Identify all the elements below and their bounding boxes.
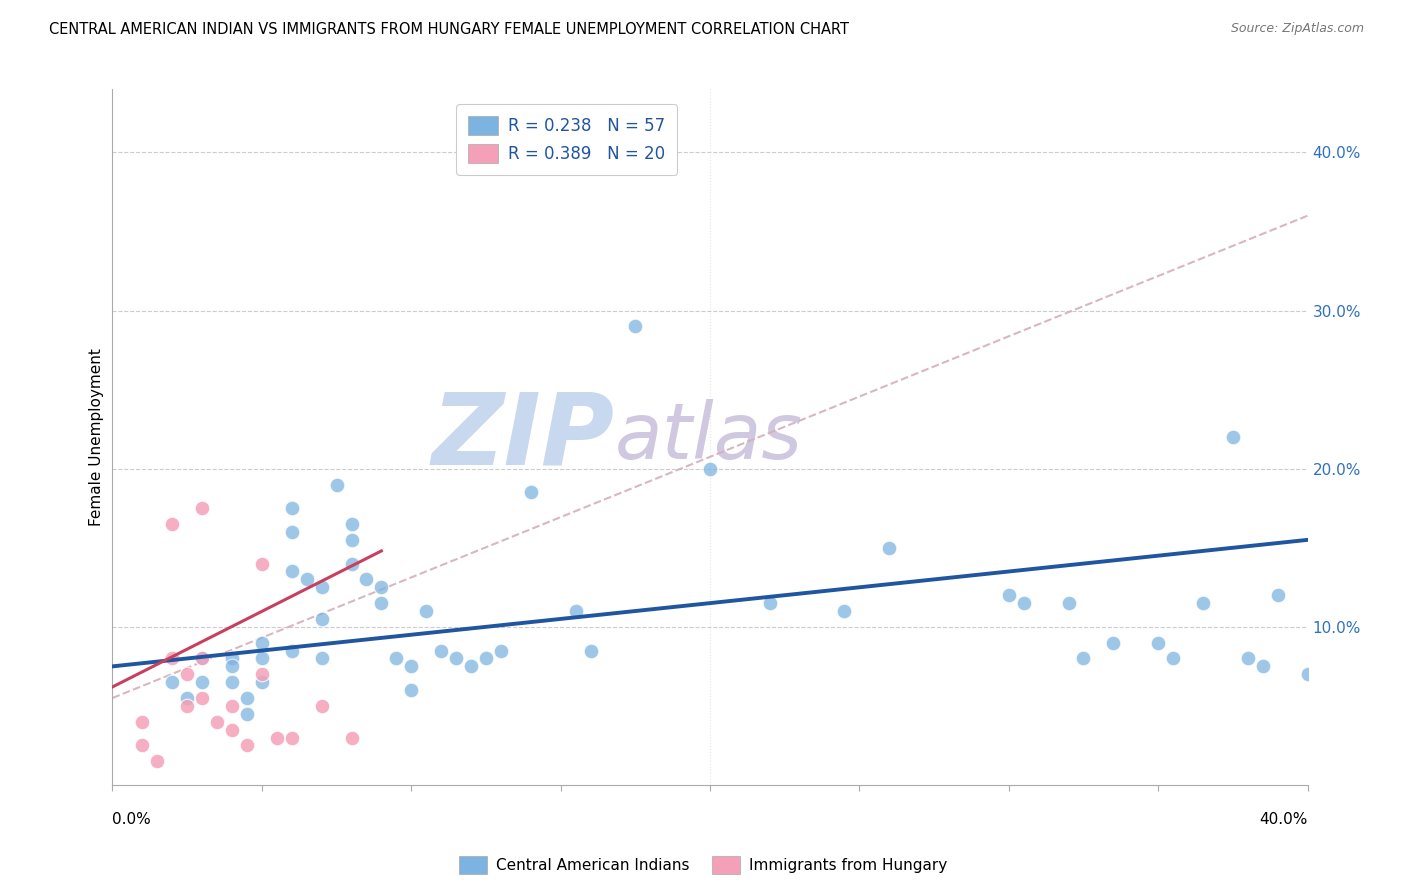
Point bbox=[221, 723, 243, 737]
Point bbox=[236, 706, 259, 721]
Point bbox=[281, 731, 304, 745]
Point bbox=[295, 573, 318, 587]
Point bbox=[759, 596, 782, 610]
Point bbox=[564, 604, 586, 618]
Point bbox=[1296, 667, 1319, 681]
Point bbox=[281, 524, 304, 539]
Point bbox=[1237, 651, 1260, 665]
Point bbox=[475, 651, 498, 665]
Point bbox=[250, 675, 273, 690]
Point bbox=[162, 651, 183, 665]
Point bbox=[311, 698, 333, 713]
Point bbox=[1161, 651, 1184, 665]
Point bbox=[340, 731, 363, 745]
Point bbox=[834, 604, 856, 618]
Y-axis label: Female Unemployment: Female Unemployment bbox=[89, 348, 104, 526]
Point bbox=[221, 698, 243, 713]
Point bbox=[460, 659, 482, 673]
Point bbox=[281, 501, 304, 516]
Point bbox=[998, 588, 1021, 602]
Point bbox=[340, 516, 363, 531]
Point bbox=[205, 714, 228, 729]
Text: CENTRAL AMERICAN INDIAN VS IMMIGRANTS FROM HUNGARY FEMALE UNEMPLOYMENT CORRELATI: CENTRAL AMERICAN INDIAN VS IMMIGRANTS FR… bbox=[49, 22, 849, 37]
Point bbox=[877, 541, 901, 555]
Point bbox=[250, 635, 273, 649]
Point bbox=[699, 461, 721, 475]
Legend: R = 0.238   N = 57, R = 0.389   N = 20: R = 0.238 N = 57, R = 0.389 N = 20 bbox=[457, 104, 676, 175]
Point bbox=[162, 516, 183, 531]
Point bbox=[191, 501, 214, 516]
Point bbox=[430, 643, 453, 657]
Point bbox=[401, 659, 423, 673]
Point bbox=[176, 698, 198, 713]
Point bbox=[311, 580, 333, 594]
Point bbox=[131, 714, 153, 729]
Point bbox=[415, 604, 437, 618]
Point bbox=[1147, 635, 1170, 649]
Point bbox=[1057, 596, 1080, 610]
Point bbox=[162, 675, 183, 690]
Point bbox=[1102, 635, 1125, 649]
Point bbox=[325, 477, 347, 491]
Point bbox=[176, 667, 198, 681]
Point bbox=[370, 580, 392, 594]
Point bbox=[221, 651, 243, 665]
Point bbox=[356, 573, 378, 587]
Point bbox=[1222, 430, 1244, 444]
Point bbox=[131, 739, 153, 753]
Point bbox=[236, 739, 259, 753]
Point bbox=[401, 683, 423, 698]
Point bbox=[624, 319, 647, 334]
Text: atlas: atlas bbox=[614, 399, 803, 475]
Point bbox=[1073, 651, 1095, 665]
Point bbox=[221, 675, 243, 690]
Point bbox=[191, 675, 214, 690]
Point bbox=[370, 596, 392, 610]
Point bbox=[1267, 588, 1289, 602]
Point bbox=[236, 690, 259, 705]
Point bbox=[340, 533, 363, 547]
Point bbox=[311, 612, 333, 626]
Point bbox=[176, 690, 198, 705]
Point bbox=[489, 643, 512, 657]
Point bbox=[146, 754, 169, 768]
Point bbox=[266, 731, 288, 745]
Text: 0.0%: 0.0% bbox=[112, 812, 152, 827]
Point bbox=[444, 651, 467, 665]
Text: ZIP: ZIP bbox=[432, 389, 614, 485]
Point bbox=[191, 651, 214, 665]
Text: Source: ZipAtlas.com: Source: ZipAtlas.com bbox=[1230, 22, 1364, 36]
Point bbox=[579, 643, 602, 657]
Point bbox=[250, 557, 273, 571]
Point bbox=[191, 651, 214, 665]
Point bbox=[311, 651, 333, 665]
Point bbox=[191, 690, 214, 705]
Point bbox=[281, 565, 304, 579]
Point bbox=[1251, 659, 1274, 673]
Text: 40.0%: 40.0% bbox=[1260, 812, 1308, 827]
Point bbox=[281, 643, 304, 657]
Point bbox=[520, 485, 543, 500]
Point bbox=[250, 651, 273, 665]
Point bbox=[1012, 596, 1035, 610]
Legend: Central American Indians, Immigrants from Hungary: Central American Indians, Immigrants fro… bbox=[453, 850, 953, 880]
Point bbox=[250, 667, 273, 681]
Point bbox=[221, 659, 243, 673]
Point bbox=[1192, 596, 1215, 610]
Point bbox=[340, 557, 363, 571]
Point bbox=[385, 651, 408, 665]
